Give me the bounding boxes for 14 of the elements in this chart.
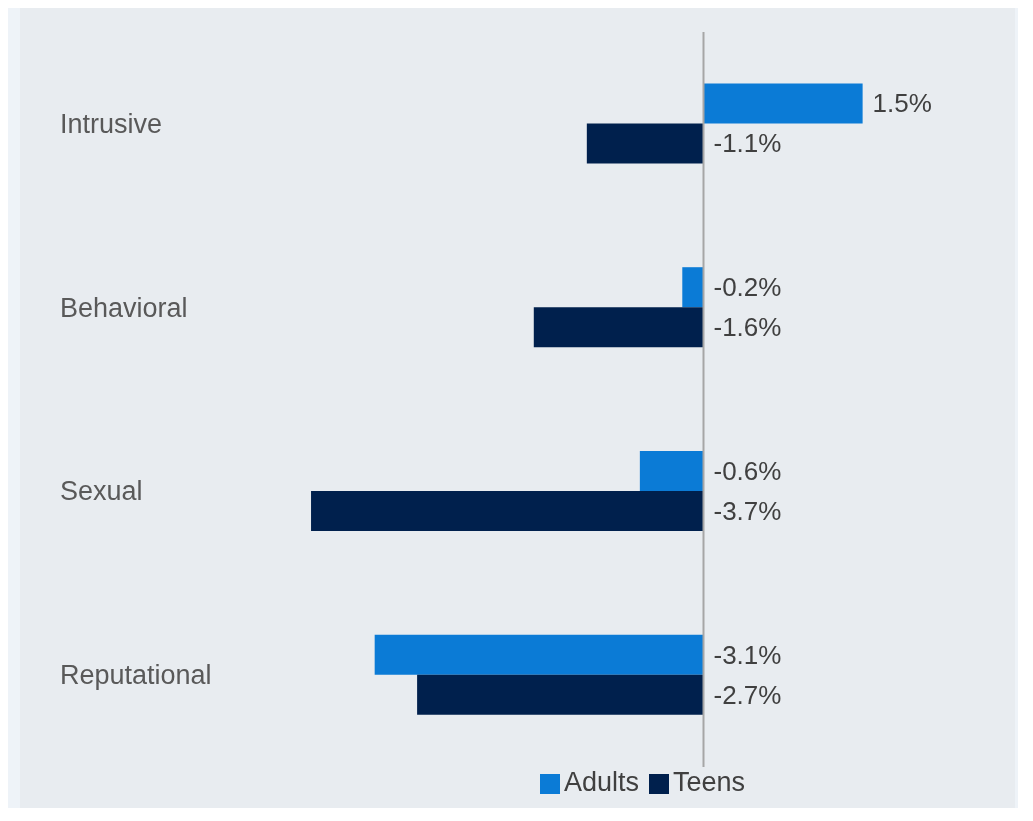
data-label: -1.6%: [713, 312, 782, 343]
y-tick-label: Reputational: [60, 660, 212, 691]
data-label: -2.7%: [713, 679, 782, 710]
legend-label: Adults: [563, 767, 639, 797]
data-label: 1.5%: [872, 88, 932, 119]
y-tick-label: Intrusive: [60, 108, 163, 139]
y-tick-label: Behavioral: [60, 292, 188, 323]
data-label: -0.2%: [713, 272, 782, 303]
data-label: -0.6%: [713, 455, 782, 486]
data-label: -3.7%: [713, 495, 782, 526]
data-label: -1.1%: [713, 128, 782, 159]
data-label: -3.1%: [713, 639, 782, 670]
legend-label: Teens: [672, 767, 746, 797]
y-tick-label: Sexual: [60, 476, 143, 507]
